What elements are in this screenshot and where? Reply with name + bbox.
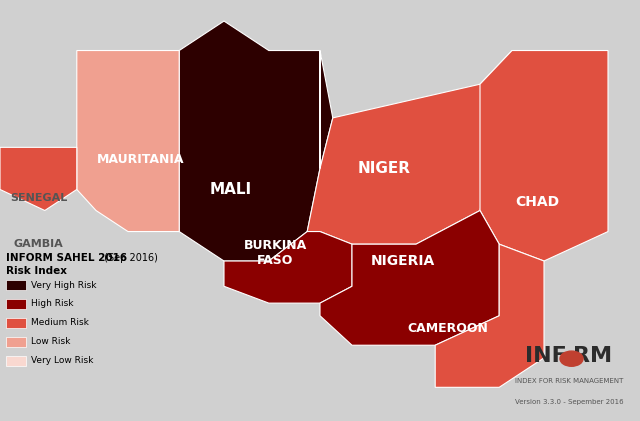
Text: GAMBIA: GAMBIA bbox=[13, 239, 63, 249]
Text: Version 3.3.0 - Sepember 2016: Version 3.3.0 - Sepember 2016 bbox=[515, 399, 624, 405]
Polygon shape bbox=[224, 232, 352, 303]
Text: CHAD: CHAD bbox=[516, 195, 559, 209]
FancyBboxPatch shape bbox=[6, 356, 26, 366]
FancyBboxPatch shape bbox=[6, 280, 26, 290]
Text: CAMEROON: CAMEROON bbox=[408, 322, 488, 335]
Text: MAURITANIA: MAURITANIA bbox=[97, 154, 184, 166]
Text: Risk Index: Risk Index bbox=[6, 266, 67, 276]
Text: Medium Risk: Medium Risk bbox=[31, 318, 88, 328]
Text: Very Low Risk: Very Low Risk bbox=[31, 356, 93, 365]
Text: INDEX FOR RISK MANAGEMENT: INDEX FOR RISK MANAGEMENT bbox=[515, 378, 623, 384]
Polygon shape bbox=[435, 244, 544, 387]
Text: Very High Risk: Very High Risk bbox=[31, 280, 96, 290]
Text: INF: INF bbox=[525, 346, 566, 366]
Polygon shape bbox=[320, 210, 499, 345]
Circle shape bbox=[560, 351, 583, 366]
Text: INFORM SAHEL 2016: INFORM SAHEL 2016 bbox=[6, 253, 127, 263]
Text: SENEGAL: SENEGAL bbox=[10, 193, 67, 203]
Text: NIGERIA: NIGERIA bbox=[371, 254, 435, 268]
Text: BURKINA
FASO: BURKINA FASO bbox=[244, 239, 307, 266]
Text: MALI: MALI bbox=[209, 182, 252, 197]
Polygon shape bbox=[179, 21, 333, 261]
Text: High Risk: High Risk bbox=[31, 299, 73, 309]
Text: (Sep 2016): (Sep 2016) bbox=[101, 253, 158, 263]
Polygon shape bbox=[77, 51, 179, 232]
FancyBboxPatch shape bbox=[6, 337, 26, 347]
Text: RM: RM bbox=[573, 346, 612, 366]
FancyBboxPatch shape bbox=[6, 299, 26, 309]
Polygon shape bbox=[480, 51, 608, 261]
FancyBboxPatch shape bbox=[6, 318, 26, 328]
Polygon shape bbox=[307, 51, 512, 244]
Text: Low Risk: Low Risk bbox=[31, 337, 70, 346]
Text: NIGER: NIGER bbox=[358, 161, 410, 176]
Polygon shape bbox=[0, 147, 77, 210]
